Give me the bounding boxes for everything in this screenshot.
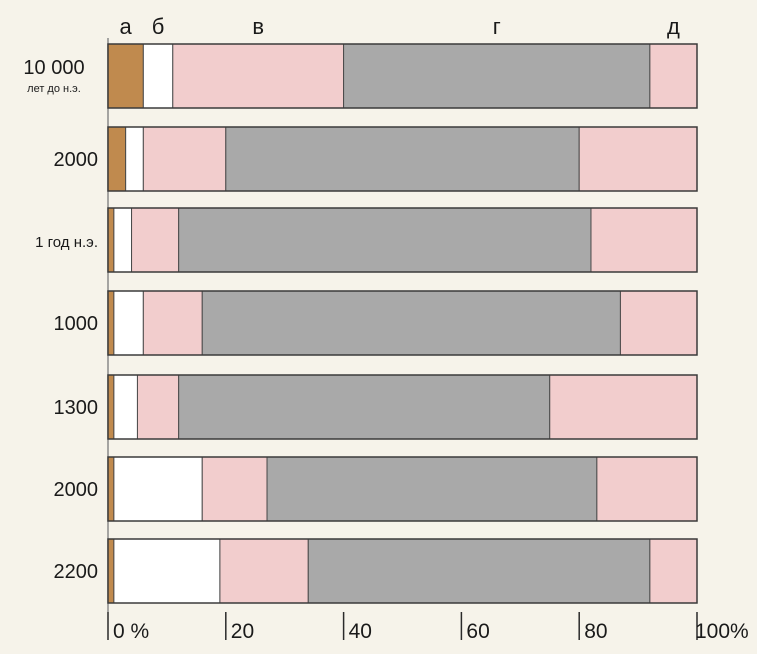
- bar-segment-row1-2: [142, 43, 174, 109]
- bar-segment-row4-2: [113, 290, 144, 356]
- category-label: 2000: [54, 479, 99, 501]
- bar-segment-row3-2: [113, 207, 133, 273]
- bar-segment-row4-5: [619, 290, 698, 356]
- bar-segment-row5-2: [113, 374, 138, 440]
- bar-segment-row1-4: [343, 43, 651, 109]
- bar-segment-row4-3: [142, 290, 203, 356]
- category-label: 2200: [54, 561, 99, 583]
- bar-segment-row5-1: [107, 374, 115, 440]
- bar-segment-row7-2: [113, 538, 221, 604]
- bar-outline-row7: [107, 538, 698, 604]
- legend-label-4: г: [493, 14, 501, 39]
- x-tick-label: 0 %: [113, 620, 149, 643]
- category-label: 10 000: [23, 57, 84, 79]
- bar-segment-row2-4: [225, 126, 580, 192]
- bar-segment-row1-3: [172, 43, 345, 109]
- category-label: 1300: [54, 397, 99, 419]
- bar-segment-row6-4: [266, 456, 598, 522]
- legend-label-3: в: [252, 14, 264, 39]
- bar-outline-row4: [107, 290, 698, 356]
- bar-segment-row7-1: [107, 538, 115, 604]
- bar-segment-row1-1: [107, 43, 144, 109]
- bar-segment-row7-5: [649, 538, 698, 604]
- bar-segment-row6-3: [201, 456, 268, 522]
- bar-outline-row1: [107, 43, 698, 109]
- x-tick-label: 40: [349, 620, 372, 643]
- bar-segment-row1-5: [649, 43, 698, 109]
- bar-outline-row3: [107, 207, 698, 273]
- bar-segment-row5-3: [136, 374, 180, 440]
- bar-outline-row2: [107, 126, 698, 192]
- bar-segment-row4-1: [107, 290, 115, 356]
- bar-segment-row3-4: [178, 207, 592, 273]
- bar-segment-row2-5: [578, 126, 698, 192]
- bar-segment-row2-3: [142, 126, 227, 192]
- bar-segment-row6-5: [596, 456, 698, 522]
- bar-segment-row3-1: [107, 207, 115, 273]
- category-label: 1 год н.э.: [35, 234, 98, 251]
- bar-outline-row6: [107, 456, 698, 522]
- bar-segment-row3-5: [590, 207, 698, 273]
- bar-segment-row2-1: [107, 126, 127, 192]
- legend-label-5: д: [667, 14, 680, 39]
- category-label: 2000: [54, 149, 99, 171]
- legend-label-1: а: [120, 14, 133, 39]
- bar-segment-row2-2: [125, 126, 144, 192]
- bar-segment-row6-2: [113, 456, 203, 522]
- bar-segment-row7-4: [307, 538, 651, 604]
- category-label: 1000: [54, 313, 99, 335]
- bar-segment-row4-4: [201, 290, 621, 356]
- bar-segment-row5-5: [549, 374, 698, 440]
- category-sublabel: лет до н.э.: [27, 83, 81, 95]
- x-tick-label: 60: [466, 620, 489, 643]
- bar-segment-row3-3: [131, 207, 180, 273]
- bar-outline-row5: [107, 374, 698, 440]
- bar-segment-row5-4: [178, 374, 551, 440]
- x-tick-label: 20: [231, 620, 254, 643]
- bar-segment-row6-1: [107, 456, 115, 522]
- x-tick-label: 80: [584, 620, 607, 643]
- x-tick-label: 100%: [695, 620, 749, 643]
- bar-segment-row7-3: [219, 538, 309, 604]
- legend-label-2: б: [152, 14, 165, 39]
